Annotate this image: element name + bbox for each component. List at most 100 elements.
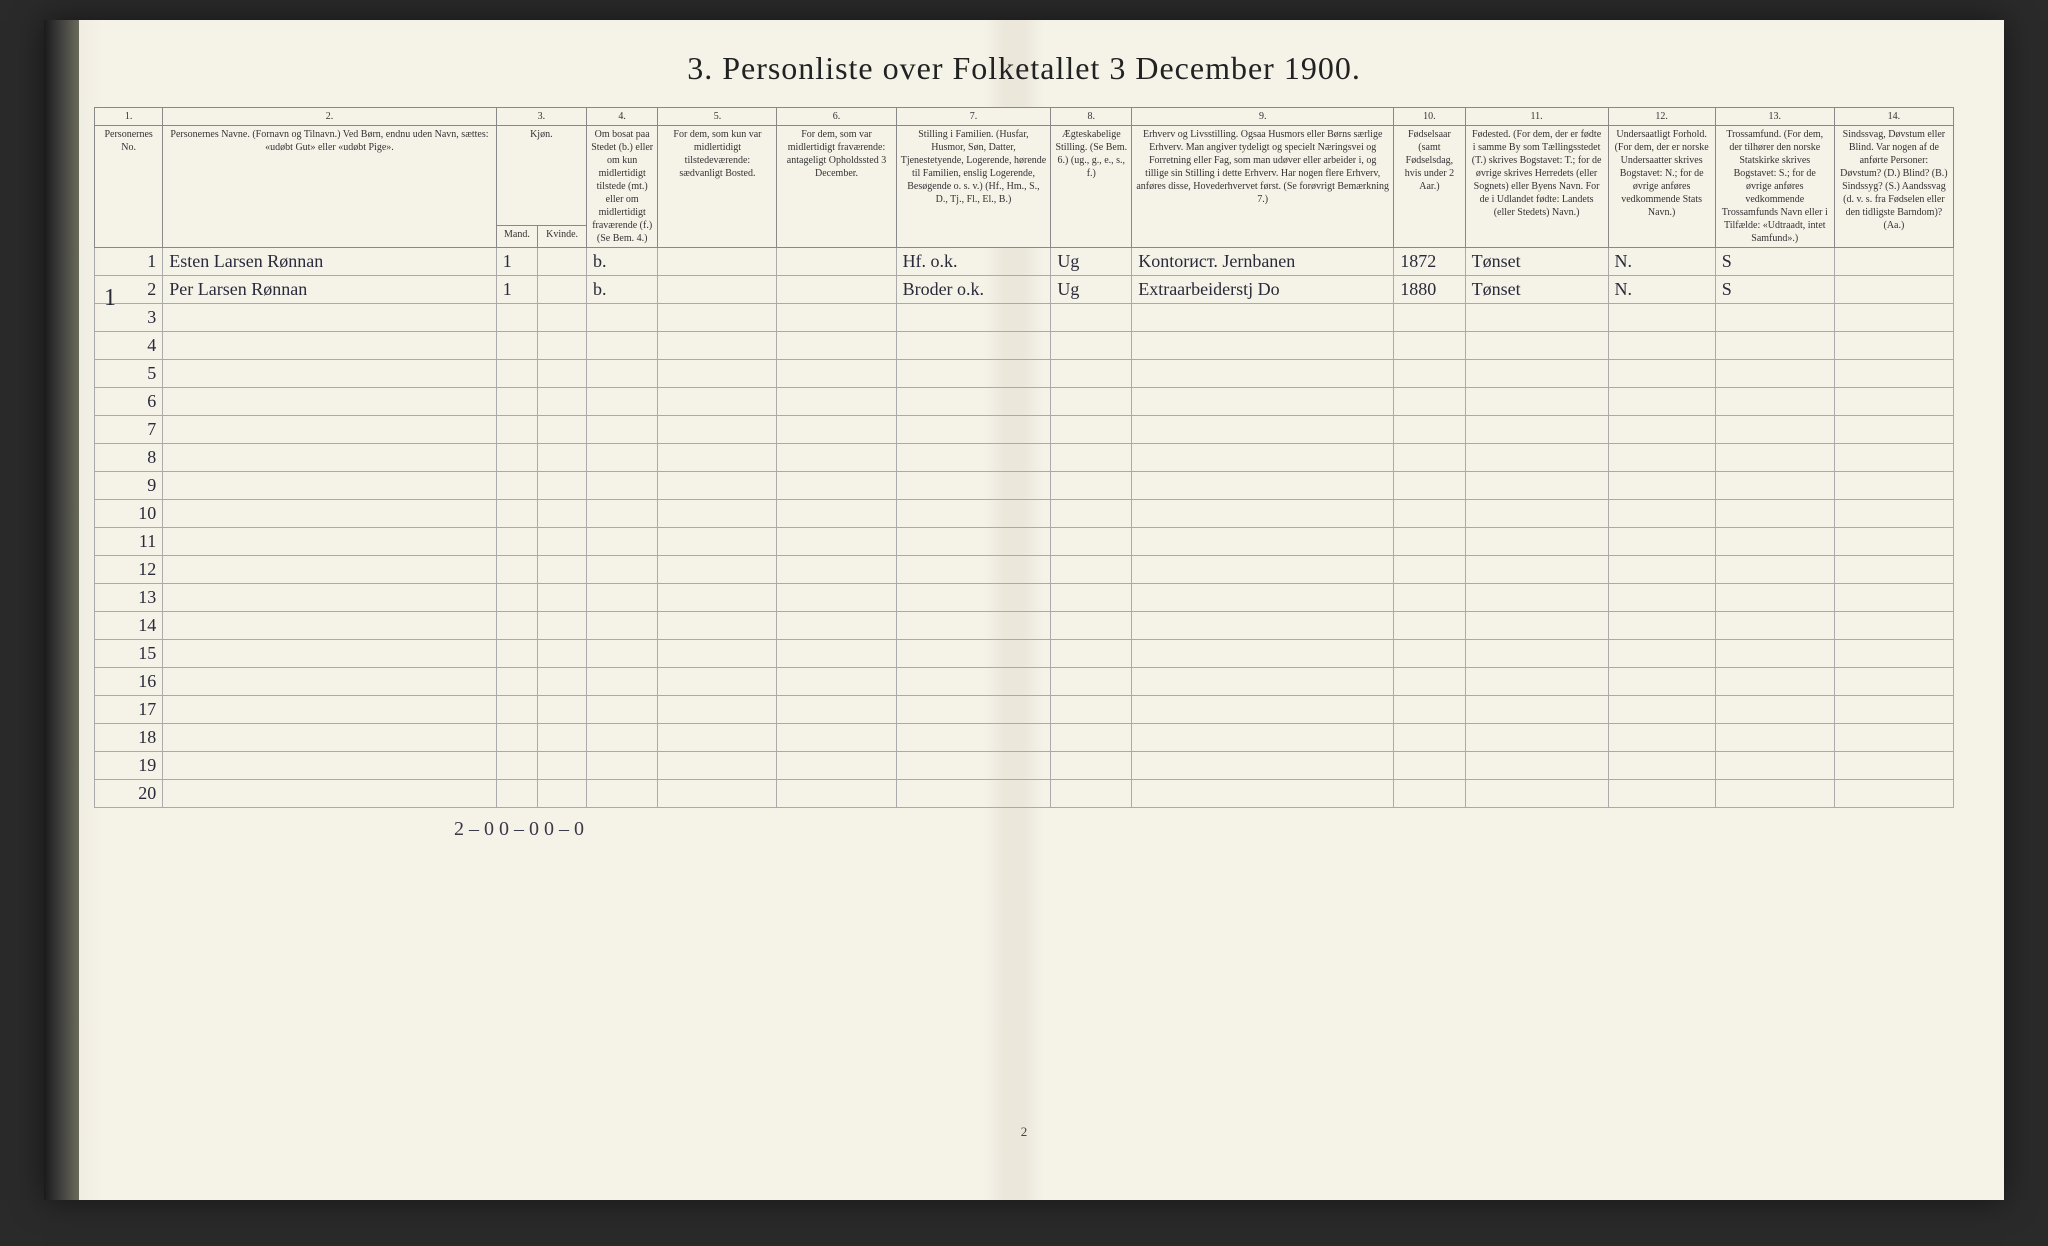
cell-empty <box>1834 696 1953 724</box>
cell-empty <box>658 780 777 808</box>
cell-empty <box>163 612 496 640</box>
cell-empty <box>586 780 657 808</box>
cell-empty <box>658 528 777 556</box>
cell-empty <box>1132 668 1394 696</box>
cell-empty <box>896 752 1051 780</box>
cell-empty <box>1051 360 1132 388</box>
hdr-10: Fødselsaar (samt Fødselsdag, hvis under … <box>1394 126 1465 248</box>
cell-empty <box>658 724 777 752</box>
cell-empty <box>896 528 1051 556</box>
cell-empty <box>1051 444 1132 472</box>
row-number: 7 <box>95 416 163 444</box>
cell-empty <box>1715 696 1834 724</box>
cell-empty <box>1715 556 1834 584</box>
cell-empty <box>1465 752 1608 780</box>
cell-sex-k <box>538 248 587 276</box>
cell-empty <box>1132 360 1394 388</box>
cell-empty <box>538 360 587 388</box>
hdr-9: Erhverv og Livsstilling. Ogsaa Husmors e… <box>1132 126 1394 248</box>
cell-empty <box>1132 388 1394 416</box>
cell-empty <box>658 304 777 332</box>
cell-empty <box>1465 388 1608 416</box>
cell-empty <box>1465 500 1608 528</box>
cell-empty <box>1051 500 1132 528</box>
cell-empty <box>163 332 496 360</box>
colnum-1: 1. <box>95 108 163 126</box>
cell-empty <box>538 472 587 500</box>
cell-empty <box>586 612 657 640</box>
cell-empty <box>658 640 777 668</box>
cell-empty <box>1051 752 1132 780</box>
colnum-6: 6. <box>777 108 896 126</box>
cell-empty <box>777 696 896 724</box>
table-row: 14 <box>95 612 1954 640</box>
cell-empty <box>777 304 896 332</box>
cell-empty <box>896 472 1051 500</box>
table-row: 4 <box>95 332 1954 360</box>
cell-empty <box>163 416 496 444</box>
table-row: 2 Per Larsen Rønnan 1 b. Broder o.k. Ug … <box>95 276 1954 304</box>
cell-empty <box>1394 780 1465 808</box>
cell-empty <box>1132 640 1394 668</box>
binding-edge <box>44 20 79 1200</box>
cell-empty <box>1051 388 1132 416</box>
colnum-12: 12. <box>1608 108 1715 126</box>
cell-empty <box>1132 528 1394 556</box>
cell-empty <box>1394 612 1465 640</box>
cell-empty <box>1394 332 1465 360</box>
colnum-11: 11. <box>1465 108 1608 126</box>
hdr-1: Personernes No. <box>95 126 163 248</box>
cell-empty <box>1394 360 1465 388</box>
cell-empty <box>1051 640 1132 668</box>
cell-empty <box>538 444 587 472</box>
cell-empty <box>1608 500 1715 528</box>
cell-sex-m: 1 <box>496 248 537 276</box>
cell-empty <box>1132 724 1394 752</box>
table-row: 10 <box>95 500 1954 528</box>
table-row: 8 <box>95 444 1954 472</box>
row-number: 1 <box>95 248 163 276</box>
cell-empty <box>777 668 896 696</box>
cell-empty <box>586 752 657 780</box>
cell-empty <box>1394 416 1465 444</box>
cell-empty <box>1132 696 1394 724</box>
cell-empty <box>538 724 587 752</box>
cell-erhverv: Extraarbeiderstj Do <box>1132 276 1394 304</box>
cell-aegte: Ug <box>1051 276 1132 304</box>
cell-empty <box>496 332 537 360</box>
cell-forhold: N. <box>1608 248 1715 276</box>
cell-empty <box>538 528 587 556</box>
cell-empty <box>1132 752 1394 780</box>
cell-empty <box>896 332 1051 360</box>
cell-empty <box>1715 640 1834 668</box>
table-row: 3 <box>95 304 1954 332</box>
cell-empty <box>538 332 587 360</box>
cell-empty <box>496 752 537 780</box>
cell-empty <box>1715 780 1834 808</box>
table-row: 12 <box>95 556 1954 584</box>
cell-bosat: b. <box>586 276 657 304</box>
cell-empty <box>1051 304 1132 332</box>
row-number: 6 <box>95 388 163 416</box>
cell-empty <box>777 332 896 360</box>
cell-empty <box>658 752 777 780</box>
cell-empty <box>163 724 496 752</box>
colnum-5: 5. <box>658 108 777 126</box>
cell-empty <box>1715 388 1834 416</box>
cell-tros: S <box>1715 248 1834 276</box>
colnum-2: 2. <box>163 108 496 126</box>
hdr-3: Kjøn. <box>496 126 586 226</box>
cell-empty <box>163 444 496 472</box>
cell-empty <box>1394 584 1465 612</box>
cell-empty <box>1834 668 1953 696</box>
cell-empty <box>496 444 537 472</box>
cell-empty <box>896 668 1051 696</box>
cell-empty <box>586 668 657 696</box>
row-number: 5 <box>95 360 163 388</box>
cell-empty <box>1834 472 1953 500</box>
cell-empty <box>1394 472 1465 500</box>
cell-empty <box>1051 584 1132 612</box>
cell-sex-k <box>538 276 587 304</box>
cell-empty <box>1465 612 1608 640</box>
row-number: 17 <box>95 696 163 724</box>
